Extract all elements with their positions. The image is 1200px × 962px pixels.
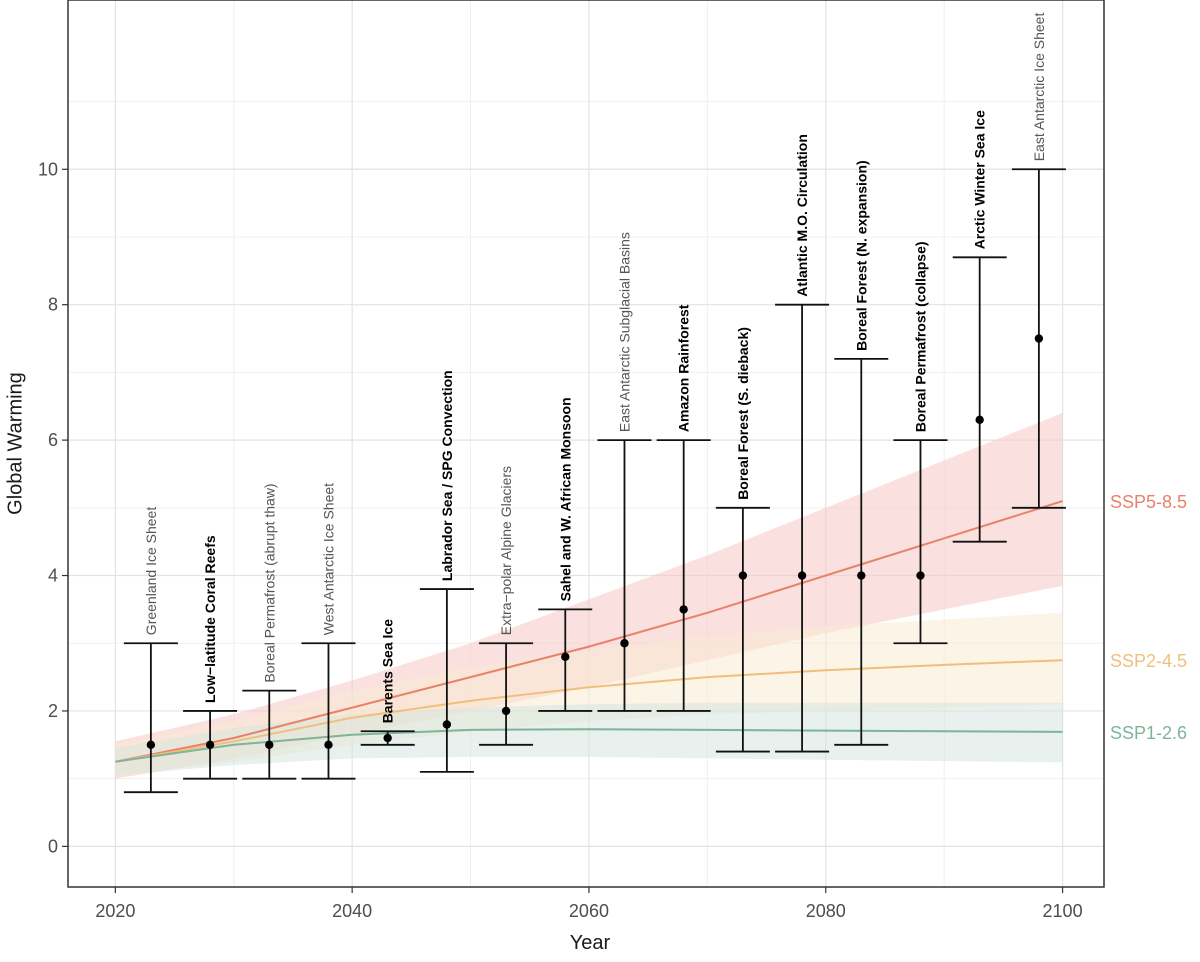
tipping-point-marker bbox=[1034, 334, 1044, 343]
y-tick-label: 6 bbox=[48, 430, 58, 450]
x-tick-label: 2080 bbox=[806, 901, 846, 921]
tipping-point-marker bbox=[501, 706, 511, 716]
tipping-point-marker bbox=[561, 652, 570, 661]
plot-frame bbox=[67, 0, 1105, 888]
tipping-point-label: West Antarctic Ice Sheet bbox=[321, 483, 337, 635]
tipping-point-label: Boreal Forest (N. expansion) bbox=[853, 160, 869, 351]
series-label-ssp5-8.5: SSP5-8.5 bbox=[1110, 492, 1187, 512]
tipping-point-label: East Antarctic Ice Sheet bbox=[1031, 13, 1047, 162]
axes: 2020 2040 2060 2080 2100 0 2 4 6 8 10 bbox=[38, 159, 1083, 921]
x-tick-label: 2100 bbox=[1043, 901, 1083, 921]
scenario-lines bbox=[115, 500, 1063, 763]
tipping-point-marker bbox=[857, 571, 866, 580]
tipping-point-label: Boreal Permafrost (collapse) bbox=[913, 241, 929, 432]
y-tick-label: 0 bbox=[48, 836, 58, 856]
tipping-point-label: Barents Sea Ice bbox=[380, 619, 396, 723]
y-axis-title: Global Warming bbox=[4, 372, 27, 515]
y-tick-label: 4 bbox=[48, 566, 58, 586]
tipping-point-label: Labrador Sea / SPG Convection bbox=[439, 370, 455, 581]
tipping-point-errorbars bbox=[123, 168, 1066, 794]
tipping-point-label: Amazon Rainforest bbox=[676, 304, 692, 432]
y-tick-label: 8 bbox=[48, 295, 58, 315]
tipping-point-labels: Greenland Ice Sheet Low−latitude Coral Re… bbox=[143, 13, 1047, 724]
tipping-point-marker bbox=[738, 571, 748, 580]
x-tick-label: 2040 bbox=[332, 901, 372, 921]
tipping-point-marker bbox=[975, 415, 984, 425]
tipping-point-marker bbox=[146, 740, 156, 750]
y-tick-label: 10 bbox=[38, 159, 58, 179]
x-axis-title: Year bbox=[569, 932, 611, 954]
tipping-point-label: Low−latitude Coral Reefs bbox=[202, 535, 218, 703]
series-labels: SSP5-8.5 SSP2-4.5 SSP1-2.6 bbox=[1110, 492, 1187, 743]
band-ssp1-2.6 bbox=[115, 702, 1063, 776]
tipping-point-label: Extra−polar Alpine Glaciers bbox=[498, 466, 514, 635]
tipping-point-marker bbox=[442, 720, 452, 729]
tipping-point-label: Boreal Forest (S. dieback) bbox=[735, 327, 751, 500]
tipping-point-label: Atlantic M.O. Circulation bbox=[794, 134, 810, 297]
line-ssp1-2.6 bbox=[115, 728, 1063, 763]
line-ssp5-8.5 bbox=[115, 500, 1063, 763]
tipping-point-marker bbox=[205, 740, 215, 750]
y-tick-label: 2 bbox=[48, 701, 58, 721]
tipping-point-marker bbox=[383, 733, 392, 743]
band-ssp5-8.5 bbox=[115, 413, 1063, 779]
x-tick-label: 2060 bbox=[569, 901, 609, 921]
x-tick-label: 2020 bbox=[95, 901, 135, 921]
series-label-ssp1-2.6: SSP1-2.6 bbox=[1110, 723, 1187, 743]
tipping-point-marker bbox=[324, 740, 333, 750]
tipping-point-marker bbox=[265, 740, 274, 750]
tipping-point-label: Arctic Winter Sea Ice bbox=[972, 110, 988, 249]
tipping-point-marker bbox=[620, 639, 629, 648]
tipping-point-label: Greenland Ice Sheet bbox=[143, 507, 159, 636]
tipping-point-label: Boreal Permafrost (abrupt thaw) bbox=[261, 483, 277, 682]
tipping-point-marker bbox=[679, 605, 688, 614]
tipping-point-marker bbox=[797, 571, 807, 580]
tipping-point-label: Sahel and W. African Monsoon bbox=[557, 397, 573, 601]
series-label-ssp2-4.5: SSP2-4.5 bbox=[1110, 651, 1187, 671]
line-ssp2-4.5 bbox=[115, 659, 1063, 763]
tipping-point-label: East Antarctic Subglacial Basins bbox=[617, 232, 633, 432]
tipping-point-marker bbox=[916, 571, 925, 580]
